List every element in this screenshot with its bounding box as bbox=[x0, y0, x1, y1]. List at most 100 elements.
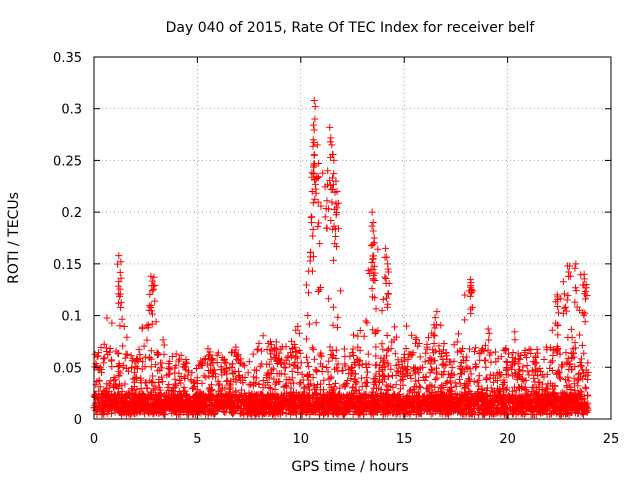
data-point bbox=[467, 402, 475, 410]
data-point bbox=[316, 284, 324, 292]
data-point bbox=[298, 410, 306, 418]
data-point bbox=[355, 362, 363, 370]
data-point bbox=[382, 294, 390, 302]
data-point bbox=[315, 219, 323, 227]
data-point bbox=[467, 288, 475, 296]
data-point bbox=[508, 353, 516, 361]
data-point bbox=[226, 380, 234, 388]
data-point bbox=[228, 393, 236, 401]
data-point bbox=[462, 363, 470, 371]
data-point bbox=[146, 393, 154, 401]
data-point bbox=[382, 381, 390, 389]
data-point bbox=[378, 307, 386, 315]
data-point bbox=[301, 384, 309, 392]
data-point bbox=[315, 402, 323, 410]
data-point bbox=[314, 198, 322, 206]
data-point bbox=[116, 285, 124, 293]
data-point bbox=[123, 333, 131, 341]
data-point bbox=[313, 141, 321, 149]
data-point bbox=[99, 394, 107, 402]
data-point bbox=[467, 279, 475, 287]
data-point bbox=[329, 226, 337, 234]
data-point bbox=[406, 402, 414, 410]
data-point bbox=[332, 395, 340, 403]
data-point bbox=[354, 332, 362, 340]
data-point bbox=[212, 395, 220, 403]
data-point bbox=[407, 386, 415, 394]
data-point bbox=[547, 358, 555, 366]
data-point bbox=[254, 345, 262, 353]
data-point bbox=[332, 177, 340, 185]
plot-frame bbox=[93, 56, 612, 420]
data-point bbox=[292, 326, 300, 334]
data-point bbox=[484, 346, 492, 354]
data-point bbox=[487, 349, 495, 357]
data-point bbox=[424, 406, 432, 414]
data-point bbox=[431, 324, 439, 332]
data-point bbox=[562, 303, 570, 311]
data-point bbox=[452, 401, 460, 409]
data-point bbox=[91, 404, 99, 412]
data-point bbox=[262, 399, 270, 407]
data-point bbox=[379, 411, 387, 419]
chart-title: Day 040 of 2015, Rate Of TEC Index for r… bbox=[166, 20, 536, 36]
data-point bbox=[121, 380, 129, 388]
data-point bbox=[138, 365, 146, 373]
data-point bbox=[567, 366, 575, 374]
data-point bbox=[145, 405, 153, 413]
data-point bbox=[259, 332, 267, 340]
data-point bbox=[397, 377, 405, 385]
data-point bbox=[542, 343, 550, 351]
data-point bbox=[500, 378, 508, 386]
data-point bbox=[188, 369, 196, 377]
data-point bbox=[557, 411, 565, 419]
data-point bbox=[123, 364, 131, 372]
data-point bbox=[269, 365, 277, 373]
data-point bbox=[255, 381, 263, 389]
data-point bbox=[392, 372, 400, 380]
data-point bbox=[560, 399, 568, 407]
data-point bbox=[364, 350, 372, 358]
data-point bbox=[147, 307, 155, 315]
data-point bbox=[277, 358, 285, 366]
data-point bbox=[264, 392, 272, 400]
data-point bbox=[138, 323, 146, 331]
data-point bbox=[179, 408, 187, 416]
data-point bbox=[270, 408, 278, 416]
data-point bbox=[132, 402, 140, 410]
data-point bbox=[495, 391, 503, 399]
data-point bbox=[484, 325, 492, 333]
data-point bbox=[292, 347, 300, 355]
data-point bbox=[124, 389, 132, 397]
data-point bbox=[448, 404, 456, 412]
data-point bbox=[500, 410, 508, 418]
data-point bbox=[568, 354, 576, 362]
data-point bbox=[385, 398, 393, 406]
data-point bbox=[562, 349, 570, 357]
data-point bbox=[378, 340, 386, 348]
data-point bbox=[233, 355, 241, 363]
data-point bbox=[437, 397, 445, 405]
data-point bbox=[402, 399, 410, 407]
data-point bbox=[430, 321, 438, 329]
data-point bbox=[332, 346, 340, 354]
data-point bbox=[322, 205, 330, 213]
data-point bbox=[431, 398, 439, 406]
data-point bbox=[535, 391, 543, 399]
data-point bbox=[137, 385, 145, 393]
data-point bbox=[475, 372, 483, 380]
data-point bbox=[384, 290, 392, 298]
data-point bbox=[354, 343, 362, 351]
data-point bbox=[351, 370, 359, 378]
data-point bbox=[431, 375, 439, 383]
data-point bbox=[564, 334, 572, 342]
data-point bbox=[298, 370, 306, 378]
data-point bbox=[308, 187, 316, 195]
data-point bbox=[284, 354, 292, 362]
data-point bbox=[356, 327, 364, 335]
data-point bbox=[370, 271, 378, 279]
data-point bbox=[293, 392, 301, 400]
data-point bbox=[532, 354, 540, 362]
data-point bbox=[237, 390, 245, 398]
data-point bbox=[483, 392, 491, 400]
